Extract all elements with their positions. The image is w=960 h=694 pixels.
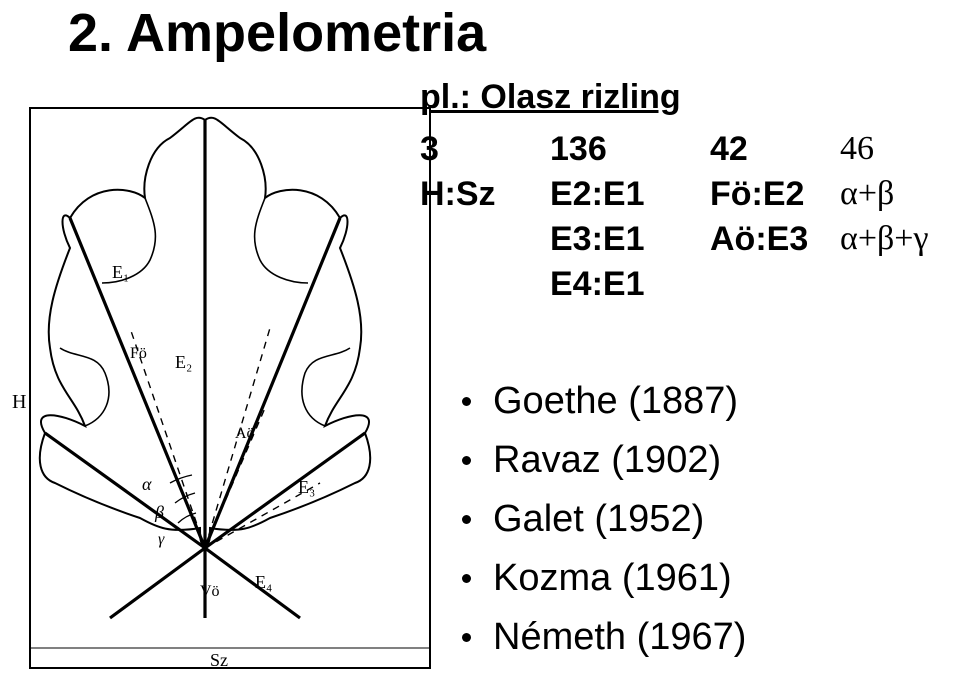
cell: 46 bbox=[840, 130, 940, 169]
list-item: Ravaz (1902) bbox=[462, 439, 746, 482]
cell: E2:E1 bbox=[550, 175, 710, 214]
reference-text: Németh (1967) bbox=[493, 616, 746, 659]
page-title: 2. Ampelometria bbox=[68, 2, 486, 64]
cell: E4:E1 bbox=[550, 265, 710, 304]
table-row: E4:E1 bbox=[420, 265, 940, 304]
reference-text: Goethe (1887) bbox=[493, 380, 738, 423]
bullet-icon bbox=[462, 456, 471, 465]
svg-text:γ: γ bbox=[158, 531, 165, 548]
cell: α+β bbox=[840, 175, 940, 214]
bullet-icon bbox=[462, 574, 471, 583]
bullet-icon bbox=[462, 515, 471, 524]
cell bbox=[840, 265, 940, 304]
measurements-table: 3 136 42 46 H:Sz E2:E1 Fö:E2 α+β E3:E1 A… bbox=[420, 130, 940, 310]
svg-text:Fö: Fö bbox=[130, 345, 147, 362]
cell bbox=[710, 265, 840, 304]
list-item: Goethe (1887) bbox=[462, 380, 746, 423]
svg-text:β: β bbox=[154, 502, 164, 522]
svg-text:E₄: E₄ bbox=[255, 572, 272, 592]
reference-text: Ravaz (1902) bbox=[493, 439, 721, 482]
svg-text:E₃: E₃ bbox=[298, 477, 315, 497]
cell: 136 bbox=[550, 130, 710, 169]
svg-text:E₁: E₁ bbox=[112, 262, 129, 282]
cell: E3:E1 bbox=[550, 220, 710, 259]
list-item: Galet (1952) bbox=[462, 498, 746, 541]
svg-text:Aö: Aö bbox=[235, 425, 255, 442]
bullet-icon bbox=[462, 633, 471, 642]
cell: 42 bbox=[710, 130, 840, 169]
svg-text:H: H bbox=[12, 391, 26, 413]
table-row: H:Sz E2:E1 Fö:E2 α+β bbox=[420, 175, 940, 214]
bullet-icon bbox=[462, 397, 471, 406]
svg-text:α: α bbox=[142, 474, 152, 494]
svg-text:E₂: E₂ bbox=[175, 352, 192, 372]
cell: α+β+γ bbox=[840, 220, 940, 259]
leaf-diagram: E₁ Fö E₂ Aö E₃ E₄ Vö αβγ H Sz bbox=[0, 88, 450, 688]
table-row: 3 136 42 46 bbox=[420, 130, 940, 169]
cell: Fö:E2 bbox=[710, 175, 840, 214]
reference-text: Galet (1952) bbox=[493, 498, 704, 541]
cell: Aö:E3 bbox=[710, 220, 840, 259]
references-list: Goethe (1887) Ravaz (1902) Galet (1952) … bbox=[462, 380, 746, 675]
svg-text:Vö: Vö bbox=[200, 583, 220, 600]
reference-text: Kozma (1961) bbox=[493, 557, 732, 600]
svg-text:Sz: Sz bbox=[210, 650, 228, 670]
list-item: Németh (1967) bbox=[462, 616, 746, 659]
example-subtitle: pl.: Olasz rizling bbox=[420, 78, 681, 117]
list-item: Kozma (1961) bbox=[462, 557, 746, 600]
table-row: E3:E1 Aö:E3 α+β+γ bbox=[420, 220, 940, 259]
